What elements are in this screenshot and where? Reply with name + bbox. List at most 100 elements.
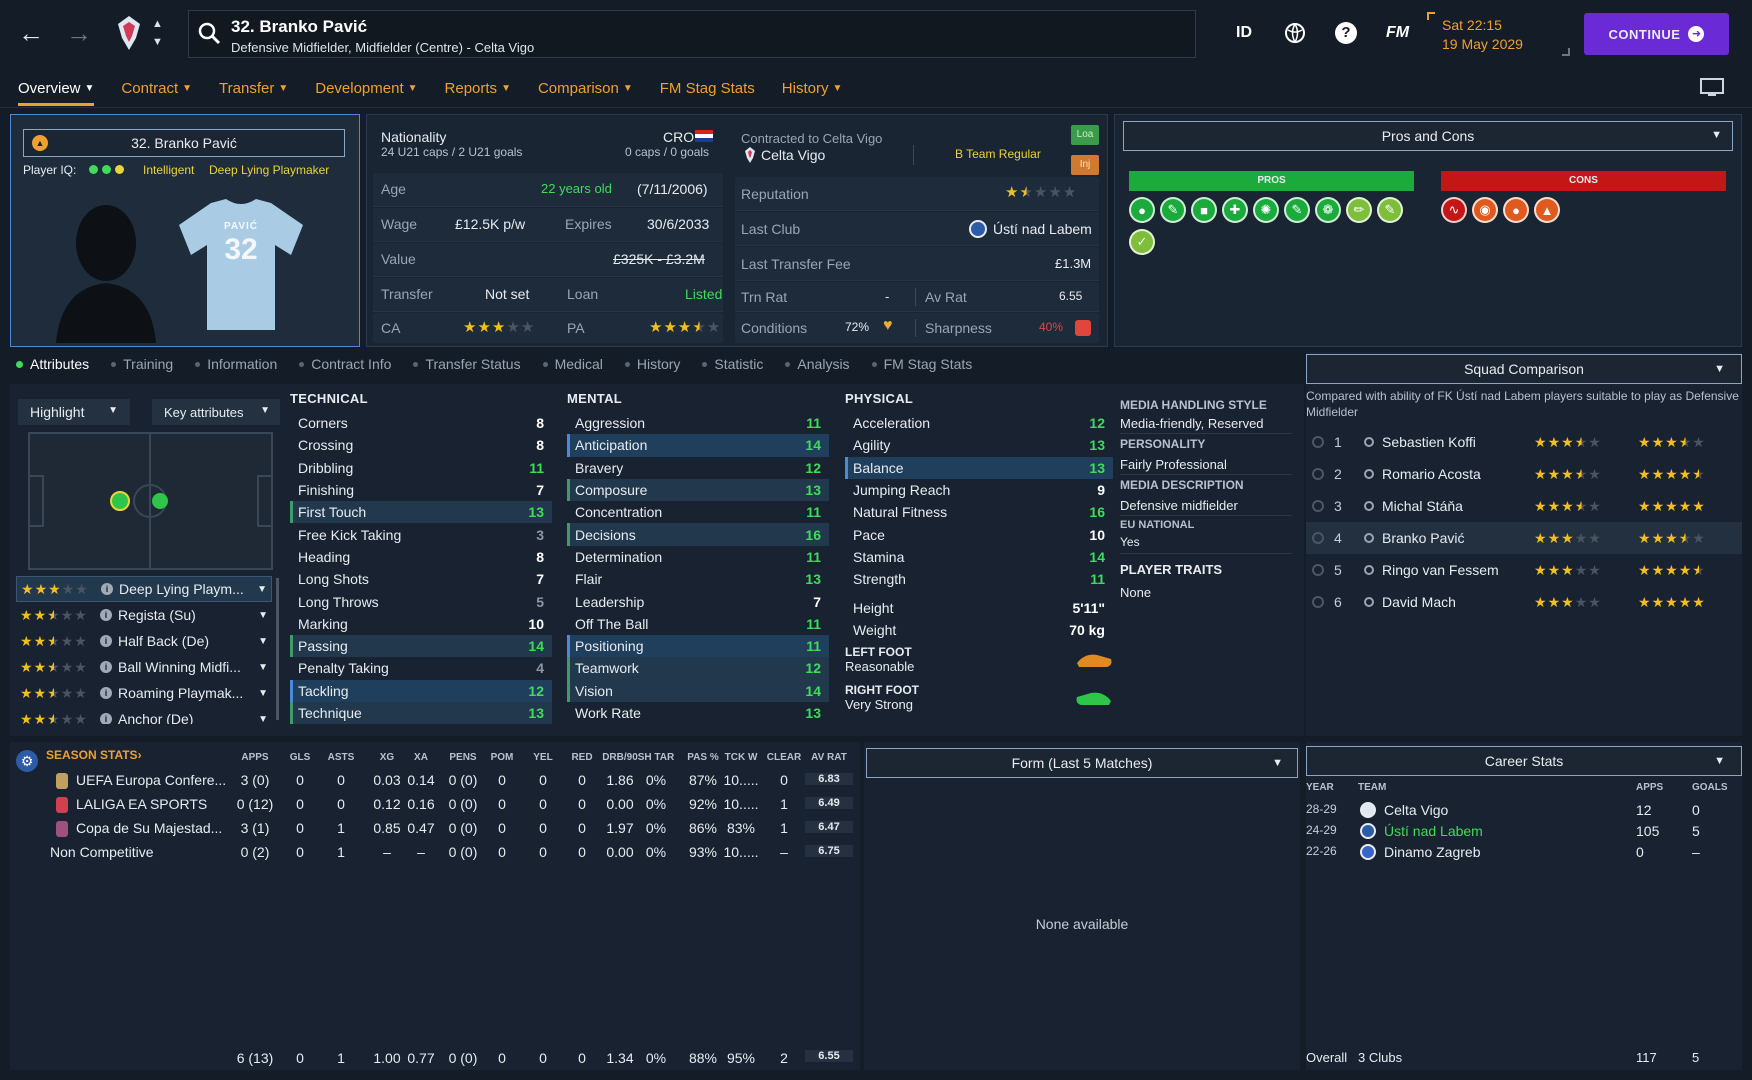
subtab-fm-stag-stats[interactable]: FM Stag Stats	[871, 356, 972, 372]
career-row[interactable]: 28-29 Celta Vigo 12 0	[1306, 800, 1742, 821]
tab-fm-stag-stats[interactable]: FM Stag Stats	[660, 80, 755, 97]
tab-reports[interactable]: Reports ▼	[445, 80, 511, 97]
career-team[interactable]: Dinamo Zagreb	[1384, 844, 1481, 860]
career-team[interactable]: Ústí nad Labem	[1384, 823, 1483, 839]
forward-arrow-icon[interactable]: →	[66, 18, 92, 48]
radio-icon[interactable]	[1312, 468, 1324, 480]
attribute-row[interactable]: Teamwork 12	[567, 657, 829, 680]
radio-icon[interactable]	[1312, 596, 1324, 608]
attribute-row[interactable]: Off The Ball 11	[567, 613, 829, 635]
flask-icon[interactable]: ▲	[1534, 197, 1560, 223]
role-row[interactable]: ★★★★★ i Half Back (De) ▼	[16, 628, 272, 654]
attribute-row[interactable]: Finishing 7	[290, 479, 552, 501]
player-card-name-box[interactable]: ▲ 32. Branko Pavić	[23, 129, 345, 157]
squad-row[interactable]: 2 Romario Acosta ★★★★★ ★★★★★	[1306, 458, 1742, 490]
subtab-information[interactable]: Information	[195, 356, 277, 372]
season-stats-settings-icon[interactable]: ⚙	[16, 750, 38, 772]
attribute-row[interactable]: Concentration 11	[567, 501, 829, 523]
form-dropdown[interactable]: Form (Last 5 Matches) ▼	[866, 748, 1298, 778]
role-row[interactable]: ★★★★★ i Ball Winning Midfi... ▼	[16, 654, 272, 680]
attribute-row[interactable]: Aggression 11	[567, 412, 829, 434]
attribute-row[interactable]: Positioning 11	[567, 634, 829, 658]
attribute-row[interactable]: Heading 8	[290, 546, 552, 568]
stat-header[interactable]: POM	[490, 752, 514, 763]
attribute-row[interactable]: Marking 10	[290, 613, 552, 635]
tab-comparison[interactable]: Comparison ▼	[538, 80, 633, 97]
stat-header[interactable]: PENS	[449, 752, 477, 763]
squad-row[interactable]: 1 Sebastien Koffi ★★★★★ ★★★★★	[1306, 426, 1742, 458]
current-club[interactable]: Celta Vigo	[761, 147, 826, 163]
target-icon[interactable]: ◉	[1472, 197, 1498, 223]
career-row[interactable]: 22-26 Dinamo Zagreb 0 –	[1306, 842, 1742, 863]
attribute-row[interactable]: Passing 14	[290, 634, 552, 658]
attribute-row[interactable]: Pace 10	[845, 523, 1113, 545]
squad-row[interactable]: 5 Ringo van Fessem ★★★★★ ★★★★★	[1306, 554, 1742, 586]
competition-name[interactable]: LALIGA EA SPORTS	[76, 796, 208, 812]
radio-icon[interactable]	[1312, 532, 1324, 544]
career-team[interactable]: Celta Vigo	[1384, 802, 1449, 818]
globe-icon[interactable]	[1284, 22, 1306, 47]
footprints-icon[interactable]: ●	[1503, 197, 1529, 223]
clipboard-icon[interactable]: ✎	[1160, 197, 1186, 223]
attribute-row[interactable]: Tackling 12	[290, 679, 552, 702]
attribute-row[interactable]: Crossing 8	[290, 434, 552, 456]
stat-header[interactable]: AV RAT	[811, 752, 847, 763]
attribute-row[interactable]: Acceleration 12	[845, 412, 1113, 434]
game-time[interactable]: Sat 22:15	[1442, 17, 1502, 33]
attribute-row[interactable]: Natural Fitness 16	[845, 501, 1113, 523]
attribute-row[interactable]: Flair 13	[567, 568, 829, 590]
attribute-row[interactable]: Long Throws 5	[290, 590, 552, 612]
role-row[interactable]: ★★★★★ i Anchor (De) ▼	[16, 706, 272, 724]
id-button[interactable]: ID	[1236, 24, 1252, 41]
heartbeat-icon[interactable]: ∿	[1441, 197, 1467, 223]
squad-row[interactable]: 6 David Mach ★★★★★ ★★★★★	[1306, 586, 1742, 618]
attribute-row[interactable]: Anticipation 14	[567, 434, 829, 457]
stat-header[interactable]: APPS	[241, 752, 269, 763]
attribute-row[interactable]: Strength 11	[845, 568, 1113, 590]
cross-arrows-icon[interactable]: ✚	[1222, 197, 1248, 223]
attribute-row[interactable]: Free Kick Taking 3	[290, 523, 552, 545]
stat-header[interactable]: RED	[571, 752, 593, 763]
subtab-transfer-status[interactable]: Transfer Status	[413, 356, 521, 372]
attribute-row[interactable]: Corners 8	[290, 412, 552, 434]
stat-header[interactable]: GLS	[289, 752, 311, 763]
brain-icon[interactable]: ❁	[1315, 197, 1341, 223]
squad-comparison-dropdown[interactable]: Squad Comparison ▼	[1306, 354, 1742, 384]
subtab-statistic[interactable]: Statistic	[702, 356, 763, 372]
tab-overview[interactable]: Overview ▼	[18, 80, 95, 106]
attribute-row[interactable]: Decisions 16	[567, 523, 829, 546]
career-stats-dropdown[interactable]: Career Stats ▼	[1306, 746, 1742, 776]
attribute-row[interactable]: Stamina 14	[845, 546, 1113, 568]
role-list-scrollbar[interactable]	[276, 578, 279, 720]
role-row[interactable]: ★★★★★ i Deep Lying Playm... ▼	[16, 576, 272, 602]
subtab-attributes[interactable]: Attributes	[16, 356, 89, 372]
subtab-analysis[interactable]: Analysis	[785, 356, 850, 372]
tab-history[interactable]: History ▼	[782, 80, 843, 97]
fm-logo[interactable]: FM	[1386, 24, 1410, 41]
stat-header[interactable]: XA	[414, 752, 428, 763]
subtab-contract-info[interactable]: Contract Info	[299, 356, 391, 372]
pencil-icon[interactable]: ✏	[1346, 197, 1372, 223]
radio-icon[interactable]	[1312, 436, 1324, 448]
attribute-row[interactable]: Bravery 12	[567, 457, 829, 479]
chevron-up-icon[interactable]: ▲	[152, 18, 163, 30]
speech-bubble-icon[interactable]: ●	[1129, 197, 1155, 223]
career-row[interactable]: 24-29 Ústí nad Labem 105 5	[1306, 821, 1742, 842]
help-icon[interactable]: ?	[1335, 22, 1357, 44]
key-attributes-dropdown[interactable]: Key attributes ▼	[152, 399, 280, 425]
tab-contract[interactable]: Contract ▼	[121, 80, 192, 97]
stat-header[interactable]: YEL	[533, 752, 553, 763]
attribute-row[interactable]: Agility 13	[845, 434, 1113, 456]
attribute-row[interactable]: Leadership 7	[567, 590, 829, 612]
competition-name[interactable]: Copa de Su Majestad...	[76, 820, 223, 836]
radio-icon[interactable]	[1312, 500, 1324, 512]
attribute-row[interactable]: Vision 14	[567, 679, 829, 702]
stat-header[interactable]: ASTS	[327, 752, 355, 763]
last-club-value[interactable]: Ústí nad Labem	[993, 221, 1092, 237]
monitor-icon[interactable]	[1700, 78, 1724, 101]
attribute-row[interactable]: Work Rate 13	[567, 702, 829, 724]
competition-name[interactable]: UEFA Europa Confere...	[76, 772, 227, 788]
stat-header[interactable]: CLEAR	[766, 752, 802, 763]
stat-header[interactable]: SH TAR	[637, 752, 675, 763]
subtab-medical[interactable]: Medical	[542, 356, 603, 372]
